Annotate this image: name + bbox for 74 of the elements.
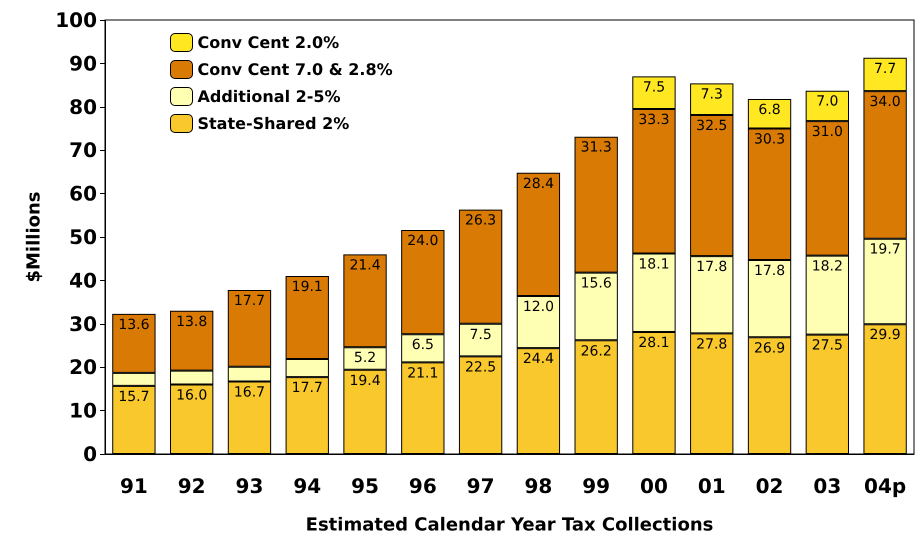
data-label: 24.0 (407, 233, 438, 250)
x-tick-label: 98 (524, 474, 552, 498)
y-tick-label: 0 (83, 442, 97, 466)
data-label: 26.9 (754, 340, 786, 356)
data-label: 21.4 (349, 257, 381, 274)
data-label: 17.7 (292, 380, 323, 396)
data-label: 6.5 (412, 337, 434, 354)
y-tick-label: 40 (69, 268, 97, 292)
x-tick-label: 95 (351, 474, 379, 498)
y-tick-label: 20 (69, 355, 97, 380)
legend-label: Conv Cent 2.0% (198, 33, 340, 52)
y-tick-label: 80 (69, 94, 97, 119)
y-tick-label: 50 (69, 225, 97, 249)
x-tick-label: 96 (408, 474, 437, 498)
data-label: 19.1 (292, 279, 323, 296)
data-label: 16.0 (176, 388, 208, 404)
data-label: 29.9 (870, 327, 901, 344)
x-tick-label: 99 (582, 474, 610, 498)
data-label: 17.7 (234, 292, 266, 309)
x-axis-title: Estimated Calendar Year Tax Collections (306, 514, 714, 536)
data-label: 28.1 (638, 335, 670, 352)
x-tick-label: 00 (640, 474, 668, 498)
data-label: 6.8 (758, 102, 781, 118)
data-label: 28.4 (522, 176, 554, 192)
data-label: 7.5 (642, 79, 666, 96)
legend-label: Conv Cent 7.0 & 2.8% (198, 60, 393, 79)
data-label: 34.0 (870, 94, 901, 110)
x-tick-label: 01 (698, 474, 726, 498)
data-label: 26.3 (465, 212, 496, 229)
y-tick-label: 70 (69, 138, 97, 162)
x-tick-label: 04p (864, 474, 906, 498)
data-label: 7.3 (700, 86, 723, 102)
data-label: 27.8 (696, 336, 728, 352)
y-tick-label: 30 (69, 312, 97, 336)
data-label: 17.8 (696, 259, 728, 276)
x-tick-label: 02 (756, 474, 784, 498)
data-label: 31.3 (580, 140, 612, 156)
data-label: 5.2 (354, 350, 376, 366)
legend-label: State-Shared 2% (198, 114, 350, 133)
data-label: 31.0 (812, 124, 843, 140)
data-label: 7.7 (874, 60, 896, 77)
data-label: 18.2 (812, 258, 843, 275)
x-tick-label: 03 (813, 474, 842, 498)
data-label: 12.0 (522, 299, 554, 316)
data-label: 15.7 (118, 388, 150, 405)
y-tick-label: 90 (69, 51, 97, 76)
x-tick-label: 94 (293, 474, 322, 498)
y-tick-label: 60 (69, 182, 97, 206)
data-label: 26.2 (580, 343, 612, 360)
y-tick-label: 10 (69, 398, 97, 423)
data-label: 30.3 (754, 132, 786, 148)
x-tick-label: 93 (236, 474, 264, 498)
data-label: 21.1 (407, 365, 438, 382)
data-label: 22.5 (465, 359, 496, 376)
data-label: 33.3 (638, 112, 670, 128)
legend-label: Additional 2-5% (198, 87, 341, 106)
data-label: 13.6 (118, 316, 150, 333)
data-label: 7.0 (816, 94, 838, 110)
data-label: 13.8 (176, 314, 208, 330)
x-tick-label: 92 (178, 474, 206, 498)
data-label: 19.4 (349, 372, 381, 389)
data-label: 27.5 (812, 338, 843, 354)
data-label: 24.4 (522, 351, 554, 368)
data-label: 15.6 (580, 276, 612, 292)
y-tick-label: 100 (55, 8, 97, 32)
data-label: 19.7 (870, 242, 901, 258)
data-label: 16.7 (234, 384, 266, 401)
x-tick-label: 91 (120, 474, 148, 498)
y-axis-title: $Millions (24, 191, 44, 283)
data-label: 17.8 (754, 263, 786, 279)
data-label: 18.1 (638, 256, 670, 272)
data-label: 32.5 (696, 118, 728, 134)
data-label: 7.5 (469, 326, 492, 343)
x-tick-label: 97 (466, 474, 495, 498)
